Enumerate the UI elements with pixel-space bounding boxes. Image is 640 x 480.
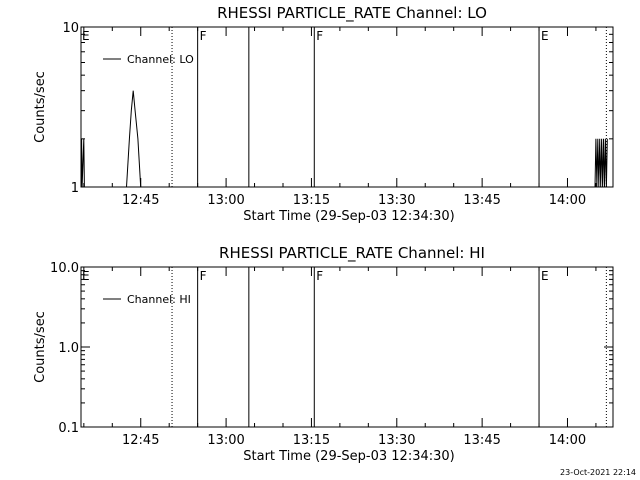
- x-tick-label: 13:45: [463, 193, 500, 208]
- x-tick-label: 13:15: [293, 193, 330, 208]
- event-flag: E: [82, 269, 90, 283]
- legend-label: Channel: LO: [127, 53, 194, 66]
- x-tick-label: 14:00: [549, 193, 586, 208]
- chart-panel-0: RHESSI PARTICLE_RATE Channel: LO 12:45 13:…: [33, 4, 614, 224]
- event-flag: E: [82, 29, 90, 43]
- event-flag: E: [541, 269, 549, 283]
- x-axis-label: Start Time (29-Sep-03 12:34:30): [243, 449, 454, 464]
- event-flag: F: [200, 269, 207, 283]
- plot-frame: [80, 26, 614, 188]
- chart-title: RHESSI PARTICLE_RATE Channel: HI: [219, 244, 485, 263]
- y-tick-label: 10: [62, 21, 79, 36]
- x-tick-label: 13:00: [207, 433, 244, 448]
- x-tick-label: 13:15: [293, 433, 330, 448]
- x-tick-label: 13:00: [207, 193, 244, 208]
- y-tick-label: 0.1: [58, 421, 79, 436]
- series-line: [80, 90, 608, 188]
- event-flag: F: [316, 269, 323, 283]
- x-tick-label: 13:30: [378, 433, 415, 448]
- y-axis-label: Counts/sec: [33, 311, 48, 383]
- y-tick-label: 1: [71, 181, 79, 196]
- event-flag: F: [200, 29, 207, 43]
- x-axis-label: Start Time (29-Sep-03 12:34:30): [243, 209, 454, 224]
- x-tick-label: 12:45: [122, 433, 159, 448]
- x-tick-label: 13:45: [463, 433, 500, 448]
- plot-frame: [80, 266, 614, 428]
- x-tick-label: 12:45: [122, 193, 159, 208]
- y-axis-label: Counts/sec: [33, 71, 48, 143]
- legend-label: Channel: HI: [127, 293, 191, 306]
- x-tick-label: 13:30: [378, 193, 415, 208]
- event-flag: E: [541, 29, 549, 43]
- event-flag: F: [316, 29, 323, 43]
- chart-panel-1: RHESSI PARTICLE_RATE Channel: HI 12:45 13:…: [33, 244, 614, 464]
- timestamp: 23-Oct-2021 22:14: [560, 468, 636, 477]
- y-tick-label: 1.0: [58, 341, 79, 356]
- y-tick-label: 10.0: [50, 261, 79, 276]
- x-tick-label: 14:00: [549, 433, 586, 448]
- chart-title: RHESSI PARTICLE_RATE Channel: LO: [217, 4, 487, 23]
